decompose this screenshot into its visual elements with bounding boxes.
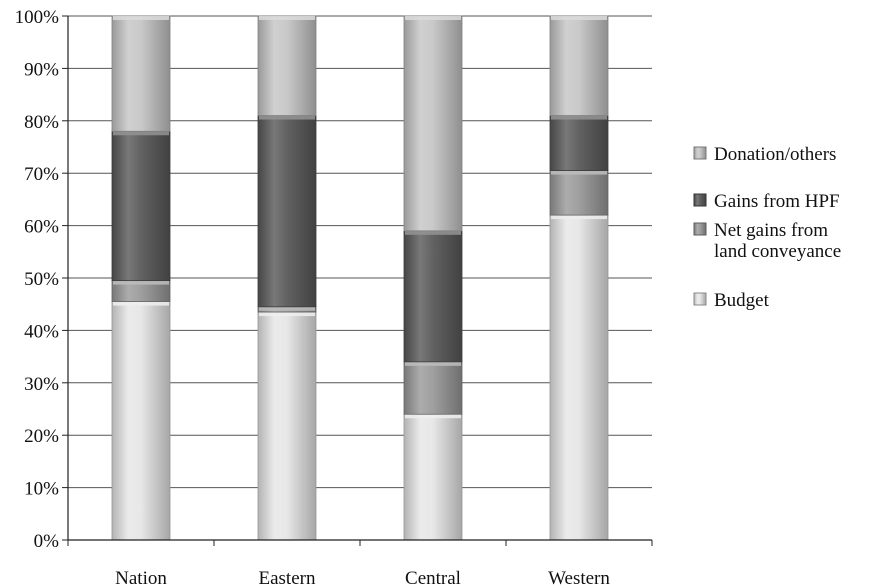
bar-segment-highlight (405, 361, 461, 366)
y-tick-label: 0% (34, 531, 60, 552)
legend-label: Budget (714, 290, 770, 311)
bar-segment-highlight (113, 280, 169, 285)
legend-label: Net gains from (714, 220, 828, 241)
bar-segment-highlight (551, 170, 607, 175)
x-tick-label: Eastern (259, 568, 316, 587)
y-tick-label: 80% (24, 112, 59, 133)
bar-segment (257, 15, 317, 116)
bar-segment (111, 15, 171, 132)
x-tick-label: Nation (115, 568, 167, 587)
bar-segment (403, 413, 463, 541)
bar-segment (257, 311, 317, 541)
y-tick-label: 10% (24, 479, 59, 500)
bar-segment-highlight (259, 16, 315, 20)
y-tick-label: 70% (24, 164, 59, 185)
legend-swatch (693, 292, 707, 306)
legend-swatch (693, 222, 707, 236)
bar-segment-highlight (259, 312, 315, 317)
legend-label: land conveyance (714, 241, 841, 262)
y-tick-labels: 0% 10% 20% 30% 40% 50% 60% 70% 80% 90% 100% (15, 7, 60, 552)
bar-segment (111, 301, 171, 541)
bar-segment-highlight (551, 115, 607, 120)
y-tick-label: 100% (15, 7, 60, 28)
bar-segment (549, 170, 609, 216)
x-tick-label: Western (548, 568, 610, 587)
bar-segment-highlight (551, 16, 607, 20)
bar-segment-highlight (113, 16, 169, 20)
bar-segment (257, 115, 317, 308)
y-tick-label: 30% (24, 374, 59, 395)
y-tick-label: 90% (24, 59, 59, 80)
bar-segment (549, 15, 609, 116)
bar-segment (549, 214, 609, 541)
legend-label: Gains from HPF (714, 191, 840, 212)
bar-segment-highlight (551, 215, 607, 220)
bar-segment-highlight (113, 131, 169, 136)
bar-segment (111, 130, 171, 282)
x-tick-label: Central (405, 568, 461, 587)
bar-segment-highlight (259, 306, 315, 311)
legend: Donation/others Gains from HPF Net gains f… (693, 144, 841, 311)
axes (62, 15, 653, 546)
y-tick-label: 50% (24, 269, 59, 290)
y-tick-label: 20% (24, 426, 59, 447)
bar-segment-highlight (405, 414, 461, 419)
bar-segment (549, 115, 609, 171)
bar-segment (403, 15, 463, 232)
bar-segment-highlight (405, 16, 461, 20)
legend-swatch (693, 193, 707, 207)
bar-stacks (111, 15, 609, 541)
bar-segment-highlight (113, 301, 169, 306)
x-tick-labels: Nation Eastern Central Western (115, 568, 610, 587)
y-tick-label: 40% (24, 321, 59, 342)
bar-segment (403, 361, 463, 415)
y-tick-label: 60% (24, 217, 59, 238)
bar-segment-highlight (405, 230, 461, 235)
legend-swatch (693, 146, 707, 160)
bar-segment (403, 230, 463, 363)
legend-label: Donation/others (714, 144, 836, 165)
bar-segment-highlight (259, 115, 315, 120)
